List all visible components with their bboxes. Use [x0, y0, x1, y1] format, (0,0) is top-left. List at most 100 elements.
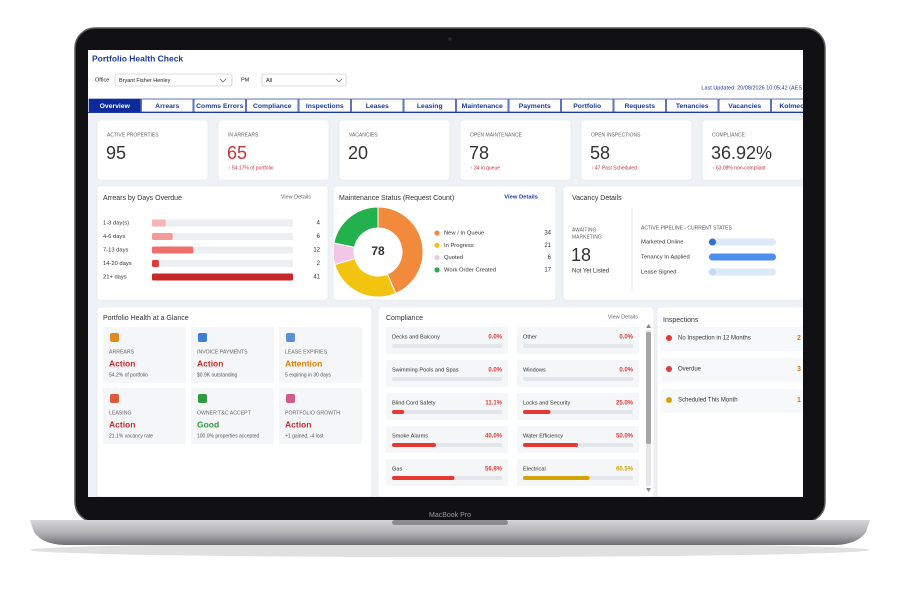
pipeline-bar — [709, 268, 716, 276]
pm-select[interactable] — [261, 73, 347, 87]
pm-value: All — [266, 78, 272, 84]
arrears-count: 6 — [317, 234, 321, 240]
arrears-row-label: 1-3 day(s) — [103, 221, 129, 227]
compliance-value: 0.0% — [488, 368, 502, 374]
tab-label: Vacancies — [728, 103, 761, 110]
status-dot — [666, 366, 672, 372]
legend-label: Quoted — [444, 255, 463, 261]
inspection-value: 3 — [797, 366, 801, 373]
bar-track — [392, 344, 502, 348]
status-dot — [666, 335, 672, 341]
scrollbar-thumb[interactable] — [646, 332, 651, 444]
tab-label: Payments — [519, 103, 551, 110]
health-status: Good — [197, 419, 219, 429]
pm-label: PM — [241, 77, 250, 83]
health-sub: $0.9K outstanding — [197, 372, 238, 378]
compliance-label: Gas — [392, 466, 402, 472]
legend-count: 17 — [544, 267, 551, 273]
health-tile — [191, 388, 274, 444]
camera — [448, 37, 452, 41]
compliance-bar — [523, 410, 551, 414]
legend-dot — [434, 267, 440, 273]
compliance-value: 60.5% — [616, 467, 634, 473]
health-icon — [110, 394, 119, 403]
maintenance-title: Maintenance Status (Request Count) — [339, 195, 454, 202]
tab-label: Tenancies — [676, 103, 709, 110]
tab-label: Comms Errors — [196, 103, 243, 110]
tab-label: Leasing — [417, 103, 443, 110]
compliance-label: Locks and Security — [523, 400, 570, 406]
shadow — [30, 543, 870, 557]
legend-label: New / In Queue — [444, 231, 484, 237]
compliance-value: 50.0% — [616, 434, 634, 440]
kpi-card — [459, 119, 572, 181]
kpi-note: ↑ 47 Past Scheduled — [591, 165, 637, 171]
legend-label: In Progress — [444, 243, 474, 249]
health-tile — [279, 388, 362, 444]
health-status: Action — [197, 358, 223, 368]
scroll-down[interactable] — [646, 488, 651, 492]
kpi-label: VACANCIES — [349, 132, 378, 138]
bar-track — [523, 377, 633, 381]
compliance-label: Blind Cord Safety — [392, 400, 436, 406]
compliance-label: Water Efficiency — [523, 433, 563, 439]
kpi-value: 58 — [590, 143, 610, 163]
kpi-card — [217, 119, 330, 181]
kpi-value: 65 — [227, 143, 247, 163]
scroll-up[interactable] — [646, 324, 651, 328]
maintenance-link: View Details — [504, 195, 538, 201]
health-tile — [103, 388, 186, 444]
legend-dot — [434, 242, 440, 248]
tab-label: Overview — [100, 103, 131, 110]
compliance-label: Electrical — [523, 466, 546, 472]
health-label: LEASE EXPIRIES — [285, 349, 328, 355]
legend-dot — [434, 230, 440, 236]
health-label: OWNER T&C ACCEPT — [197, 410, 252, 416]
health-icon — [198, 394, 207, 403]
compliance-label: Windows — [523, 367, 546, 373]
pipeline-bar — [709, 253, 776, 261]
office-label: Office — [95, 77, 109, 83]
awaiting-value: 18 — [571, 245, 591, 265]
donut-total: 78 — [371, 244, 385, 258]
tab-label: Requests — [624, 103, 655, 110]
office-select[interactable] — [114, 73, 233, 87]
kpi-label: ACTIVE PROPERTIES — [107, 132, 159, 138]
kpi-label: COMPLIANCE — [712, 132, 746, 138]
compliance-label: Decks and Balcony — [392, 334, 440, 340]
kpi-value: 95 — [106, 143, 126, 163]
compliance-bar — [523, 443, 578, 447]
arrears-count: 2 — [317, 261, 321, 267]
compliance-value: 11.1% — [485, 401, 502, 407]
compliance-bar — [392, 476, 455, 480]
tab-label: Compliance — [253, 103, 292, 110]
tab-label: Portfolio — [573, 103, 601, 110]
select-chevron — [335, 78, 343, 83]
health-icon — [286, 394, 295, 403]
arrears-count: 41 — [313, 275, 320, 281]
arrears-bar — [152, 246, 194, 254]
inspection-label: No Inspection in 12 Months — [678, 336, 751, 342]
inspection-label: Scheduled This Month — [678, 398, 738, 404]
awaiting-sub: Not Yet Listed — [572, 269, 609, 275]
compliance-value: 0.0% — [619, 368, 633, 374]
kpi-card — [338, 119, 451, 181]
arrears-bar — [152, 233, 173, 240]
legend-count: 21 — [544, 243, 551, 249]
bar-track — [523, 344, 633, 348]
kpi-label: IN ARREARS — [228, 132, 259, 138]
health-sub: 21.1% vacancy rate — [109, 433, 153, 439]
bar-track — [523, 410, 633, 414]
health-label: PORTFOLIO GROWTH — [285, 410, 340, 416]
health-label: ARREARS — [109, 349, 135, 355]
health-icon — [198, 333, 207, 342]
health-status: Attention — [285, 358, 322, 368]
health-label: INVOICE PAYMENTS — [197, 349, 248, 355]
base-notch — [392, 520, 508, 525]
health-tile — [191, 327, 274, 383]
bar-track — [152, 260, 293, 267]
bar-track — [709, 268, 776, 276]
legend-dot — [434, 255, 440, 261]
compliance-value: 0.0% — [619, 335, 633, 341]
